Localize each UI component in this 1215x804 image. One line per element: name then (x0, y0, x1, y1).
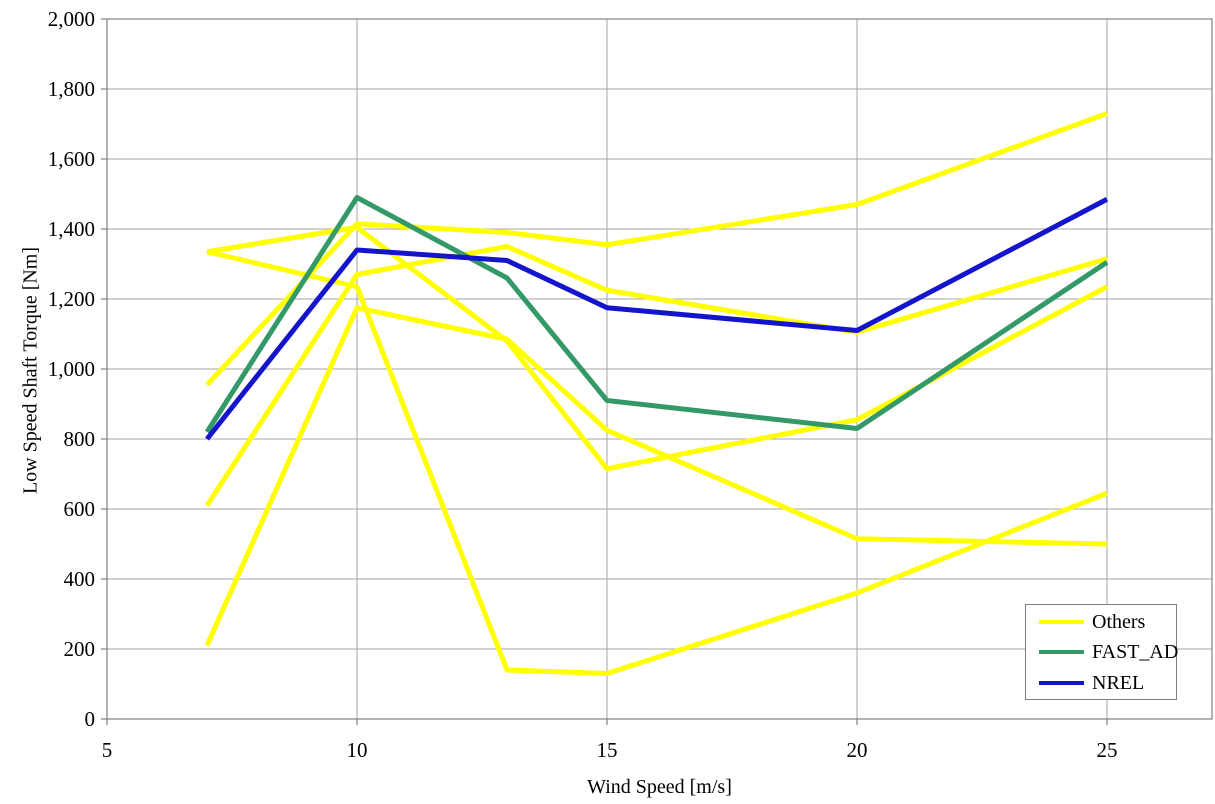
series-FAST_AD (204, 195, 1109, 434)
legend-box: Others FAST_AD NREL (1025, 604, 1179, 700)
fast-ad-line-swatch (1039, 650, 1084, 654)
y-tick-label: 0 (85, 707, 96, 731)
series-NREL (205, 197, 1109, 441)
y-axis-title: Low Speed Shaft Torque [Nm] (19, 246, 42, 495)
legend-label-fast-ad: FAST_AD (1092, 641, 1179, 663)
y-tick-label: 600 (64, 497, 96, 521)
legend-label-nrel: NREL (1092, 671, 1145, 694)
y-tick-label: 1,800 (48, 77, 95, 101)
y-tick-label: 1,600 (48, 147, 95, 171)
y-tick-label: 800 (64, 427, 96, 451)
series-others-2 (205, 111, 1108, 387)
x-tick-label: 15 (597, 738, 618, 762)
y-tick-label: 1,000 (48, 357, 95, 381)
y-tick-label: 200 (64, 637, 96, 661)
y-tick-label: 400 (64, 567, 96, 591)
series-others-1 (206, 249, 1108, 676)
y-tick-label: 2,000 (48, 7, 95, 31)
series-others-5 (206, 224, 1109, 472)
x-tick-label: 20 (847, 738, 868, 762)
x-axis-title: Wind Speed [m/s] (587, 776, 732, 798)
others-line-swatch (1039, 619, 1084, 624)
series-others-3 (204, 244, 1108, 507)
legend-label-others: Others (1092, 610, 1146, 633)
legend-entry-nrel: NREL (1039, 669, 1176, 697)
legend-entry-fast-ad: FAST_AD (1039, 638, 1179, 666)
x-tick-label: 5 (102, 738, 113, 762)
x-tick-label: 10 (347, 738, 368, 762)
x-tick-label: 25 (1097, 738, 1118, 762)
series-others-4 (204, 305, 1108, 647)
y-tick-label: 1,400 (48, 217, 95, 241)
nrel-line-swatch (1039, 680, 1084, 685)
y-tick-label: 1,200 (48, 287, 95, 311)
legend-entry-others: Others (1039, 608, 1176, 636)
